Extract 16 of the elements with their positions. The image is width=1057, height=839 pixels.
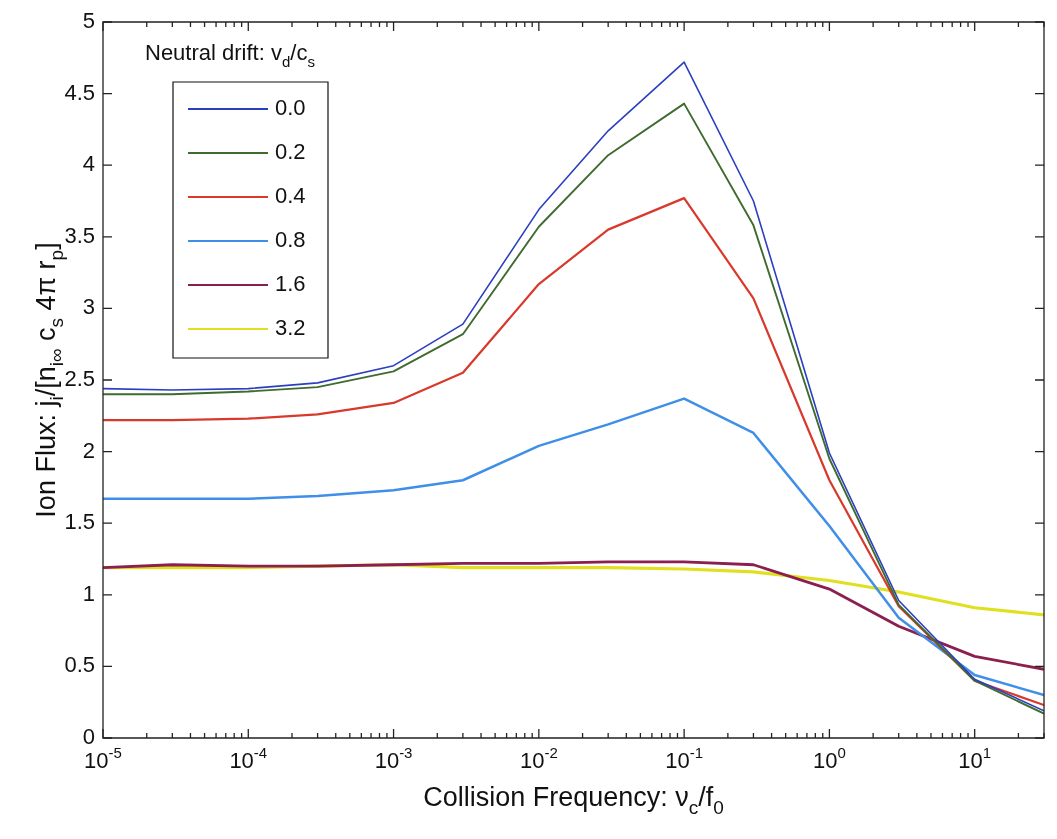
y-tick-label: 4.5	[64, 79, 95, 105]
y-tick-label: 0	[82, 724, 95, 750]
legend-label: 1.6	[275, 271, 306, 297]
y-tick-label: 2	[82, 437, 95, 463]
legend-label: 0.4	[275, 183, 306, 209]
y-tick-label: 1	[82, 580, 95, 606]
y-tick-label: 0.5	[64, 652, 95, 678]
y-tick-label: 5	[82, 8, 95, 34]
y-tick-label: 3	[82, 294, 95, 320]
legend-label: 0.0	[275, 95, 306, 121]
legend-label: 0.2	[275, 139, 306, 165]
y-tick-label: 1.5	[64, 509, 95, 535]
y-tick-label: 4	[82, 151, 95, 177]
legend-label: 0.8	[275, 227, 306, 253]
y-tick-label: 3.5	[64, 222, 95, 248]
legend-label: 3.2	[275, 315, 306, 341]
